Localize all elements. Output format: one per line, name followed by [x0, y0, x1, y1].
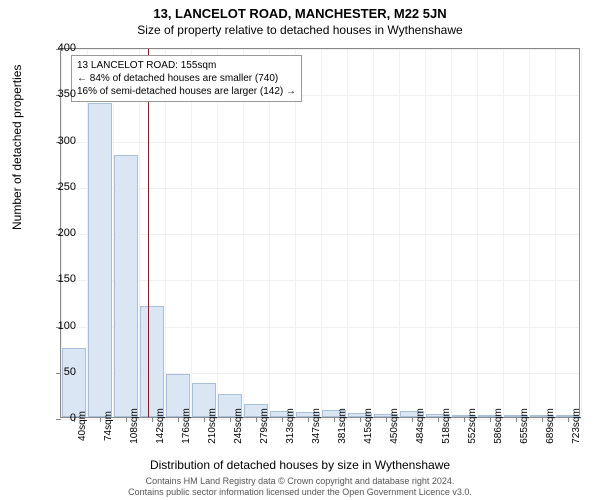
x-tick-label: 313sqm [285, 408, 296, 444]
grid-line [425, 49, 426, 417]
x-tick-label: 518sqm [441, 408, 452, 444]
grid-line [347, 49, 348, 417]
x-tick-mark [308, 417, 309, 422]
y-tick-label: 300 [46, 135, 76, 147]
grid-line [503, 49, 504, 417]
histogram-bar [88, 103, 113, 418]
y-tick-label: 250 [46, 181, 76, 193]
x-tick-mark [464, 417, 465, 422]
x-tick-mark [334, 417, 335, 422]
x-tick-label: 40sqm [77, 411, 88, 441]
grid-line [529, 49, 530, 417]
main-title: 13, LANCELOT ROAD, MANCHESTER, M22 5JN [0, 0, 600, 21]
x-tick-mark [204, 417, 205, 422]
y-tick-label: 200 [46, 227, 76, 239]
marker-line [148, 49, 149, 417]
x-tick-label: 586sqm [493, 408, 504, 444]
x-tick-mark [100, 417, 101, 422]
x-tick-label: 347sqm [311, 408, 322, 444]
x-tick-label: 655sqm [519, 408, 530, 444]
x-tick-mark [256, 417, 257, 422]
x-tick-mark [542, 417, 543, 422]
y-tick-label: 100 [46, 320, 76, 332]
chart-container: 13, LANCELOT ROAD, MANCHESTER, M22 5JN S… [0, 0, 600, 500]
x-tick-mark [412, 417, 413, 422]
x-tick-label: 245sqm [233, 408, 244, 444]
x-tick-label: 142sqm [155, 408, 166, 444]
y-tick-label: 0 [46, 412, 76, 424]
x-axis-label: Distribution of detached houses by size … [0, 458, 600, 472]
grid-line [269, 49, 270, 417]
grid-line [243, 49, 244, 417]
grid-line [321, 49, 322, 417]
plot-area: 13 LANCELOT ROAD: 155sqm ← 84% of detach… [60, 48, 580, 418]
grid-line [477, 49, 478, 417]
x-tick-label: 279sqm [259, 408, 270, 444]
x-tick-label: 381sqm [337, 408, 348, 444]
grid-line [581, 49, 582, 417]
x-tick-label: 723sqm [571, 408, 582, 444]
x-tick-label: 552sqm [467, 408, 478, 444]
y-tick-label: 150 [46, 273, 76, 285]
grid-line [295, 49, 296, 417]
grid-line [451, 49, 452, 417]
histogram-bar [140, 306, 165, 417]
x-tick-label: 484sqm [415, 408, 426, 444]
histogram-bar [114, 155, 139, 417]
y-tick-label: 400 [46, 42, 76, 54]
y-axis-label: Number of detached properties [10, 65, 24, 230]
histogram-bar [62, 348, 87, 417]
footer-line2: Contains public sector information licen… [0, 487, 600, 498]
annotation-line1: 13 LANCELOT ROAD: 155sqm [77, 59, 296, 72]
sub-title: Size of property relative to detached ho… [0, 21, 600, 37]
x-tick-label: 176sqm [181, 408, 192, 444]
x-tick-mark [490, 417, 491, 422]
footer-line1: Contains HM Land Registry data © Crown c… [0, 476, 600, 487]
grid-line [373, 49, 374, 417]
x-tick-mark [178, 417, 179, 422]
x-tick-label: 450sqm [389, 408, 400, 444]
annotation-line3: 16% of semi-detached houses are larger (… [77, 85, 296, 98]
y-tick-label: 350 [46, 88, 76, 100]
x-tick-mark [360, 417, 361, 422]
x-tick-mark [386, 417, 387, 422]
x-tick-label: 74sqm [103, 411, 114, 441]
annotation-box: 13 LANCELOT ROAD: 155sqm ← 84% of detach… [71, 55, 302, 102]
x-tick-label: 689sqm [545, 408, 556, 444]
x-tick-label: 415sqm [363, 408, 374, 444]
x-tick-mark [126, 417, 127, 422]
x-tick-mark [516, 417, 517, 422]
grid-line [217, 49, 218, 417]
x-tick-label: 108sqm [129, 408, 140, 444]
grid-line [165, 49, 166, 417]
x-tick-mark [568, 417, 569, 422]
grid-line [399, 49, 400, 417]
x-tick-mark [230, 417, 231, 422]
grid-line [555, 49, 556, 417]
footer-text: Contains HM Land Registry data © Crown c… [0, 476, 600, 498]
annotation-line2: ← 84% of detached houses are smaller (74… [77, 72, 296, 85]
x-tick-mark [152, 417, 153, 422]
x-tick-mark [438, 417, 439, 422]
y-tick-label: 50 [46, 366, 76, 378]
x-tick-mark [282, 417, 283, 422]
grid-line [191, 49, 192, 417]
x-tick-label: 210sqm [207, 408, 218, 444]
